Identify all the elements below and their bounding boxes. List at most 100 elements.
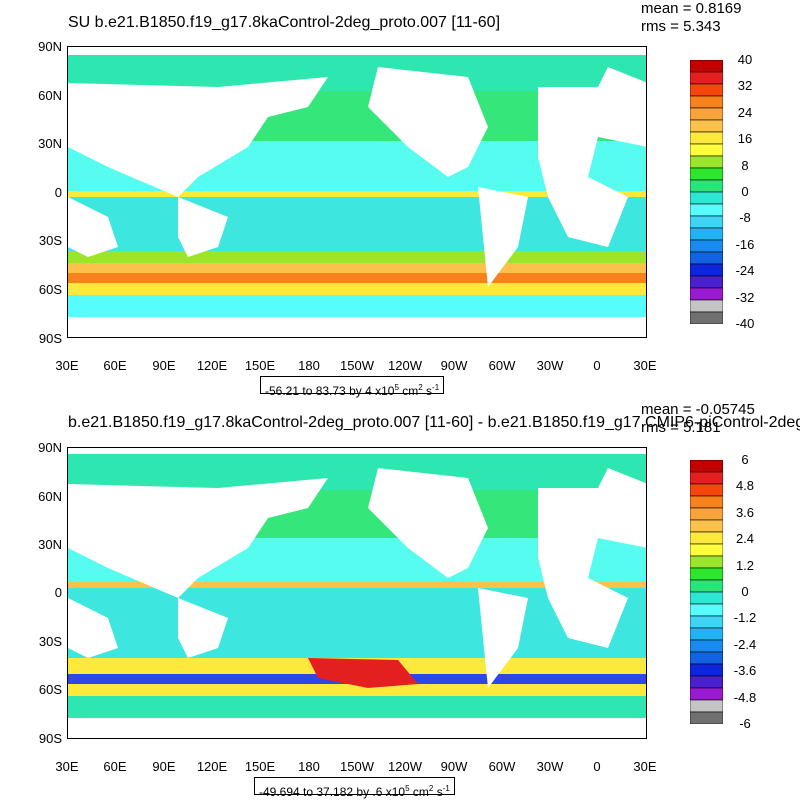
colorbar-swatch xyxy=(690,615,723,629)
colorbar-swatch xyxy=(690,215,723,229)
colorbar-label: -40 xyxy=(735,316,755,331)
p1-lat-90s: 90S xyxy=(38,331,62,346)
p2-lon-30w: 30W xyxy=(536,759,564,774)
colorbar-label: 40 xyxy=(737,52,753,67)
colorbar-swatch xyxy=(690,227,723,241)
colorbar-label: 8 xyxy=(741,157,749,173)
colorbar-swatch xyxy=(690,579,723,593)
colorbar-swatch xyxy=(690,471,723,485)
p1-lat-30n: 30N xyxy=(38,136,62,151)
colorbar-swatch xyxy=(690,239,723,253)
colorbar-swatch xyxy=(690,460,723,473)
p1-lon-90w: 90W xyxy=(440,358,468,373)
colorbar-label: 0 xyxy=(741,184,749,199)
p1-lon-60w: 60W xyxy=(488,358,516,373)
colorbar-swatch xyxy=(690,263,723,277)
colorbar-label: -24 xyxy=(735,263,755,279)
p1-lat-60s: 60S xyxy=(38,282,62,297)
p1-lat-90n: 90N xyxy=(38,39,62,54)
p2-lat-90s: 90S xyxy=(38,731,62,746)
colorbar-swatch xyxy=(690,71,723,85)
colorbar-label: 24 xyxy=(737,104,753,120)
colorbar-swatch xyxy=(690,603,723,617)
p1-lon-30e-end: 30E xyxy=(633,358,657,373)
p1-lon-120w: 120W xyxy=(388,358,422,373)
panel1-rms: rms = 5.343 xyxy=(641,18,721,35)
p2-lon-180: 180 xyxy=(298,759,320,774)
colorbar-swatch xyxy=(690,60,723,73)
colorbar-swatch xyxy=(690,179,723,193)
colorbar-swatch xyxy=(690,299,723,313)
panel2-colorbar xyxy=(690,460,723,724)
colorbar-label: -2.4 xyxy=(733,636,757,652)
p2-lon-90w: 90W xyxy=(440,759,468,774)
panel1-colorbar xyxy=(690,60,723,324)
colorbar-label: 4.8 xyxy=(735,478,755,494)
colorbar-swatch xyxy=(690,275,723,289)
colorbar-label: 0 xyxy=(741,584,749,599)
p2-lon-150e: 150E xyxy=(244,759,276,774)
p1-lon-90e: 90E xyxy=(152,358,176,373)
p1-lat-0: 0 xyxy=(54,185,62,200)
p2-lon-120e: 120E xyxy=(196,759,228,774)
colorbar-swatch xyxy=(690,651,723,665)
p2-lon-120w: 120W xyxy=(388,759,422,774)
panel2-mean: mean = -0.05745 xyxy=(641,401,755,418)
colorbar-swatch xyxy=(690,203,723,217)
colorbar-swatch xyxy=(690,155,723,169)
p2-lon-150w: 150W xyxy=(340,759,374,774)
colorbar-swatch xyxy=(690,519,723,533)
colorbar-swatch xyxy=(690,107,723,121)
colorbar-label: 1.2 xyxy=(735,557,755,573)
colorbar-swatch xyxy=(690,311,723,324)
panel1-range-label: -56.21 to 83.73 by 4 x105 cm2 s-1 xyxy=(260,376,445,398)
p2-lon-30e-end: 30E xyxy=(633,759,657,774)
p1-lon-30w: 30W xyxy=(536,358,564,373)
colorbar-swatch xyxy=(690,591,723,605)
p1-lon-60e: 60E xyxy=(103,358,127,373)
p1-lon-0: 0 xyxy=(593,358,601,373)
colorbar-swatch xyxy=(690,687,723,701)
colorbar-swatch xyxy=(690,663,723,677)
panel1-map-fill xyxy=(68,47,646,337)
panel2-title: b.e21.B1850.f19_g17.8kaControl-2deg_prot… xyxy=(68,414,800,431)
p1-lat-60n: 60N xyxy=(38,88,62,103)
p2-lon-0: 0 xyxy=(593,759,601,774)
colorbar-swatch xyxy=(690,699,723,713)
panel1-title: SU b.e21.B1850.f19_g17.8kaControl-2deg_p… xyxy=(68,14,501,31)
panel2-map-fill xyxy=(68,448,646,738)
colorbar-label: 2.4 xyxy=(735,531,755,547)
p2-lon-90e: 90E xyxy=(152,759,176,774)
p2-lon-30e: 30E xyxy=(55,759,79,774)
colorbar-label: -16 xyxy=(735,236,755,252)
colorbar-label: 3.6 xyxy=(735,504,755,520)
colorbar-label: 32 xyxy=(737,78,753,94)
colorbar-swatch xyxy=(690,531,723,545)
panel1-mean: mean = 0.8169 xyxy=(641,0,742,17)
colorbar-swatch xyxy=(690,251,723,265)
colorbar-swatch xyxy=(690,95,723,109)
colorbar-swatch xyxy=(690,555,723,569)
p1-lon-30e: 30E xyxy=(55,358,79,373)
colorbar-label: -4.8 xyxy=(733,689,757,705)
colorbar-label: -6 xyxy=(739,716,751,731)
colorbar-swatch xyxy=(690,131,723,145)
colorbar-label: 6 xyxy=(741,452,749,467)
p2-lat-60s: 60S xyxy=(38,682,62,697)
colorbar-label: 16 xyxy=(737,131,753,147)
colorbar-swatch xyxy=(690,675,723,689)
p1-lon-150w: 150W xyxy=(340,358,374,373)
panel2-map xyxy=(67,447,647,739)
p2-lat-60n: 60N xyxy=(38,489,62,504)
colorbar-swatch xyxy=(690,567,723,581)
colorbar-label: -32 xyxy=(735,289,755,305)
p2-lat-0: 0 xyxy=(54,585,62,600)
panel1-map xyxy=(67,46,647,338)
colorbar-swatch xyxy=(690,507,723,521)
colorbar-swatch xyxy=(690,191,723,205)
p1-lon-120e: 120E xyxy=(196,358,228,373)
panel2-rms: rms = 5.181 xyxy=(641,419,721,436)
p2-lat-90n: 90N xyxy=(38,440,62,455)
p2-lat-30s: 30S xyxy=(38,634,62,649)
colorbar-swatch xyxy=(690,83,723,97)
